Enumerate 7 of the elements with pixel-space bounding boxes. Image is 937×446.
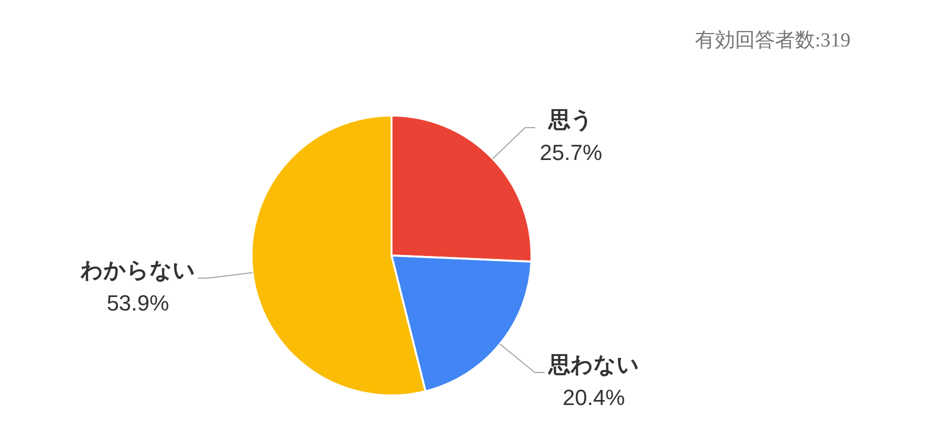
data-label: 53.9% <box>106 290 170 316</box>
data-label: 20.4% <box>562 385 625 410</box>
data-label: 25.7% <box>540 140 602 166</box>
text: 有効回答者数:319 <box>694 30 851 52</box>
slice-label: わからない <box>79 258 196 283</box>
slice-label: 思わない <box>547 352 640 378</box>
slice-label: 思う <box>547 107 594 132</box>
